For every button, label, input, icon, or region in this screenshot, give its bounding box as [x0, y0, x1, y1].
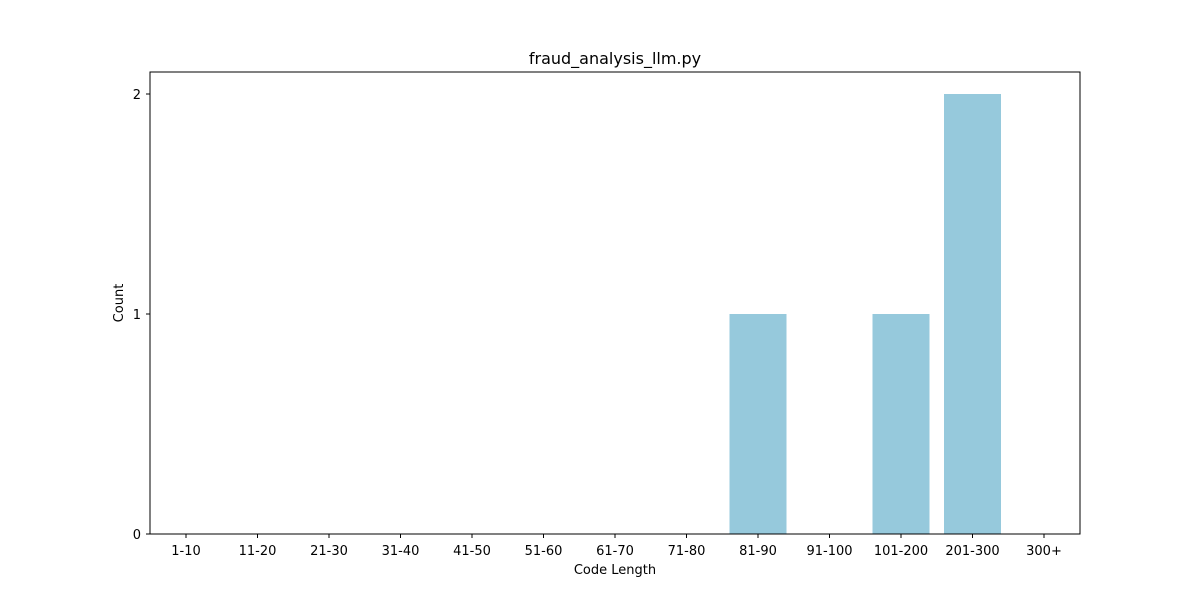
x-tick-label: 51-60: [525, 544, 563, 559]
x-tick-label: 201-300: [945, 544, 999, 559]
x-axis-label: Code Length: [574, 563, 656, 578]
y-axis: 0 1 2: [133, 88, 150, 543]
x-tick-label: 61-70: [596, 544, 634, 559]
bars-group: [729, 94, 1001, 534]
y-tick-label: 0: [133, 528, 141, 543]
plot-frame: [149, 71, 1081, 535]
x-tick-label: 1-10: [171, 544, 201, 559]
bar-101-200: [872, 314, 930, 534]
x-tick-label: 11-20: [239, 544, 277, 559]
x-tick-label: 91-100: [806, 544, 852, 559]
x-tick-label: 71-80: [668, 544, 706, 559]
y-axis-label: Count: [112, 284, 127, 323]
x-tick-label: 21-30: [310, 544, 348, 559]
x-tick-label: 31-40: [382, 544, 420, 559]
bar-81-90: [729, 314, 787, 534]
x-tick-label: 81-90: [739, 544, 777, 559]
x-tick-label: 41-50: [453, 544, 491, 559]
x-axis: 1-10 11-20 21-30 31-40 41-50 51-60 61-70 71-80 8…: [171, 534, 1062, 559]
x-tick-label: 101-200: [874, 544, 928, 559]
bar-201-300: [944, 94, 1001, 534]
y-tick-label: 1: [133, 308, 141, 323]
x-tick-label: 300+: [1026, 544, 1062, 559]
chart-title: fraud_analysis_llm.py: [529, 49, 701, 69]
y-tick-label: 2: [133, 88, 141, 103]
